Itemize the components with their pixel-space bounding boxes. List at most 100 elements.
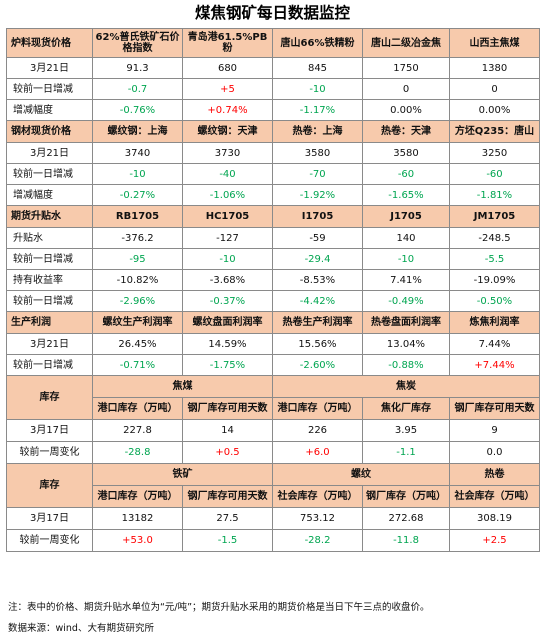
sec2-col-header: 螺纹钢：上海 bbox=[92, 120, 183, 143]
sec3-col-header: JM1705 bbox=[449, 205, 540, 228]
sec6-group-header: 热卷 bbox=[449, 463, 540, 486]
stock-cell: 308.19 bbox=[449, 507, 540, 530]
sec6-col-header: 港口库存（万吨） bbox=[92, 485, 183, 508]
stock-cell: 9 bbox=[449, 419, 540, 442]
sec1-header-row: 炉料现货价格 62%普氏铁矿石价格指数 青岛港61.5%PB粉 唐山66%铁精粉… bbox=[6, 28, 540, 58]
sec2-col-header: 热卷：天津 bbox=[362, 120, 450, 143]
sec6-group-row: 库存 铁矿 螺纹 热卷 bbox=[6, 463, 540, 508]
pct-cell: -1.65% bbox=[362, 184, 450, 206]
change-cell: -0.37% bbox=[182, 290, 273, 312]
profit-cell: 15.56% bbox=[272, 333, 363, 355]
change-cell: -28.2 bbox=[272, 529, 363, 552]
sec2-col-header: 热卷：上海 bbox=[272, 120, 363, 143]
row-label: 较前一日增减 bbox=[6, 78, 93, 100]
sec5-col-header: 钢厂库存可用天数 bbox=[182, 397, 273, 420]
sec5-col-header: 港口库存（万吨） bbox=[272, 397, 363, 420]
pct-cell: -0.76% bbox=[92, 99, 183, 121]
sec6-col-header: 钢厂库存可用天数 bbox=[182, 485, 273, 508]
row-label: 较前一周变化 bbox=[6, 441, 93, 464]
change-cell: -2.60% bbox=[272, 354, 363, 376]
row-label: 增减幅度 bbox=[6, 184, 93, 206]
pct-cell: -1.17% bbox=[272, 99, 363, 121]
stock-cell: 227.8 bbox=[92, 419, 183, 442]
pct-cell: +0.74% bbox=[182, 99, 273, 121]
sec4-col-header: 热卷生产利润率 bbox=[272, 311, 363, 334]
sec5-group-row: 库存 焦煤 焦炭 bbox=[6, 375, 540, 420]
basis-cell: -127 bbox=[182, 227, 273, 249]
sec3-col-header: HC1705 bbox=[182, 205, 273, 228]
profit-cell: 26.45% bbox=[92, 333, 183, 355]
price-cell: 3580 bbox=[272, 142, 363, 164]
change-cell: -28.8 bbox=[92, 441, 183, 464]
table-row: 3月21日 3740 3730 3580 3580 3250 bbox=[6, 142, 540, 164]
table-row: 3月21日 91.3 680 845 1750 1380 bbox=[6, 57, 540, 79]
basis-cell: -59 bbox=[272, 227, 363, 249]
sec3-header-row: 期货升贴水 RB1705 HC1705 I1705 J1705 JM1705 bbox=[6, 205, 540, 228]
table-row: 较前一日增减 -0.7 +5 -10 0 0 bbox=[6, 78, 540, 100]
change-cell: -0.50% bbox=[449, 290, 540, 312]
basis-cell: 140 bbox=[362, 227, 450, 249]
basis-cell: -248.5 bbox=[449, 227, 540, 249]
sec4-header-row: 生产利润 螺纹生产利润率 螺纹盘面利润率 热卷生产利润率 热卷盘面利润率 炼焦利… bbox=[6, 311, 540, 334]
sec1-col-header: 唐山66%铁精粉 bbox=[272, 28, 363, 58]
profit-cell: 13.04% bbox=[362, 333, 450, 355]
profit-cell: 7.44% bbox=[449, 333, 540, 355]
stock-cell: 13182 bbox=[92, 507, 183, 530]
change-cell: -40 bbox=[182, 163, 273, 185]
sec3-col-header: I1705 bbox=[272, 205, 363, 228]
change-cell: +6.0 bbox=[272, 441, 363, 464]
sec6-group-header: 螺纹 bbox=[272, 463, 450, 486]
sec4-col-header: 螺纹盘面利润率 bbox=[182, 311, 273, 334]
data-source: 数据来源：wind、大有期货研究所 bbox=[8, 623, 154, 634]
change-cell: -1.75% bbox=[182, 354, 273, 376]
table-row: 较前一日增减 -2.96% -0.37% -4.42% -0.49% -0.50… bbox=[6, 290, 540, 312]
table-row: 增减幅度 -0.27% -1.06% -1.92% -1.65% -1.81% bbox=[6, 184, 540, 206]
stock-cell: 27.5 bbox=[182, 507, 273, 530]
pct-cell: -1.06% bbox=[182, 184, 273, 206]
table-row: 较前一日增减 -10 -40 -70 -60 -60 bbox=[6, 163, 540, 185]
table-row: 增减幅度 -0.76% +0.74% -1.17% 0.00% 0.00% bbox=[6, 99, 540, 121]
row-label: 升贴水 bbox=[6, 227, 93, 249]
price-cell: 1380 bbox=[449, 57, 540, 79]
table-row: 较前一周变化 -28.8 +0.5 +6.0 -1.1 0.0 bbox=[6, 441, 540, 464]
stock-cell: 3.95 bbox=[362, 419, 450, 442]
carry-cell: -3.68% bbox=[182, 269, 273, 291]
stock-cell: 14 bbox=[182, 419, 273, 442]
sec1-col-header: 唐山二级冶金焦 bbox=[362, 28, 450, 58]
row-label: 增减幅度 bbox=[6, 99, 93, 121]
change-cell: 0.0 bbox=[449, 441, 540, 464]
sec6-title: 库存 bbox=[6, 463, 93, 508]
page-title: 煤焦钢矿每日数据监控 bbox=[194, 3, 350, 22]
sec5-col-header: 焦化厂库存 bbox=[362, 397, 450, 420]
change-cell: -10 bbox=[272, 78, 363, 100]
sec4-col-header: 热卷盘面利润率 bbox=[362, 311, 450, 334]
change-cell: -4.42% bbox=[272, 290, 363, 312]
table-row: 较前一周变化 +53.0 -1.5 -28.2 -11.8 +2.5 bbox=[6, 529, 540, 552]
sec4-title: 生产利润 bbox=[6, 311, 93, 334]
pct-cell: -1.92% bbox=[272, 184, 363, 206]
change-cell: -0.49% bbox=[362, 290, 450, 312]
row-label: 3月17日 bbox=[6, 507, 93, 530]
row-label: 较前一日增减 bbox=[6, 248, 93, 270]
sec1-col-header: 62%普氏铁矿石价格指数 bbox=[92, 28, 183, 58]
change-cell: +53.0 bbox=[92, 529, 183, 552]
carry-cell: 7.41% bbox=[362, 269, 450, 291]
sec5-group-header: 焦煤 bbox=[92, 375, 273, 398]
sec6-group-header: 铁矿 bbox=[92, 463, 273, 486]
sec5-col-header: 港口库存（万吨） bbox=[92, 397, 183, 420]
change-cell: 0 bbox=[362, 78, 450, 100]
sec4-col-header: 炼焦利润率 bbox=[449, 311, 540, 334]
sec5-col-header: 钢厂库存可用天数 bbox=[449, 397, 540, 420]
price-cell: 91.3 bbox=[92, 57, 183, 79]
stock-cell: 753.12 bbox=[272, 507, 363, 530]
price-cell: 3740 bbox=[92, 142, 183, 164]
price-cell: 1750 bbox=[362, 57, 450, 79]
row-label: 3月17日 bbox=[6, 419, 93, 442]
sec2-col-header: 螺纹钢：天津 bbox=[182, 120, 273, 143]
row-label: 较前一日增减 bbox=[6, 354, 93, 376]
monitor-table: 炉料现货价格 62%普氏铁矿石价格指数 青岛港61.5%PB粉 唐山66%铁精粉… bbox=[6, 28, 540, 552]
change-cell: -11.8 bbox=[362, 529, 450, 552]
sec5-title: 库存 bbox=[6, 375, 93, 420]
table-row: 3月21日 26.45% 14.59% 15.56% 13.04% 7.44% bbox=[6, 333, 540, 355]
sec1-col-header: 青岛港61.5%PB粉 bbox=[182, 28, 273, 58]
